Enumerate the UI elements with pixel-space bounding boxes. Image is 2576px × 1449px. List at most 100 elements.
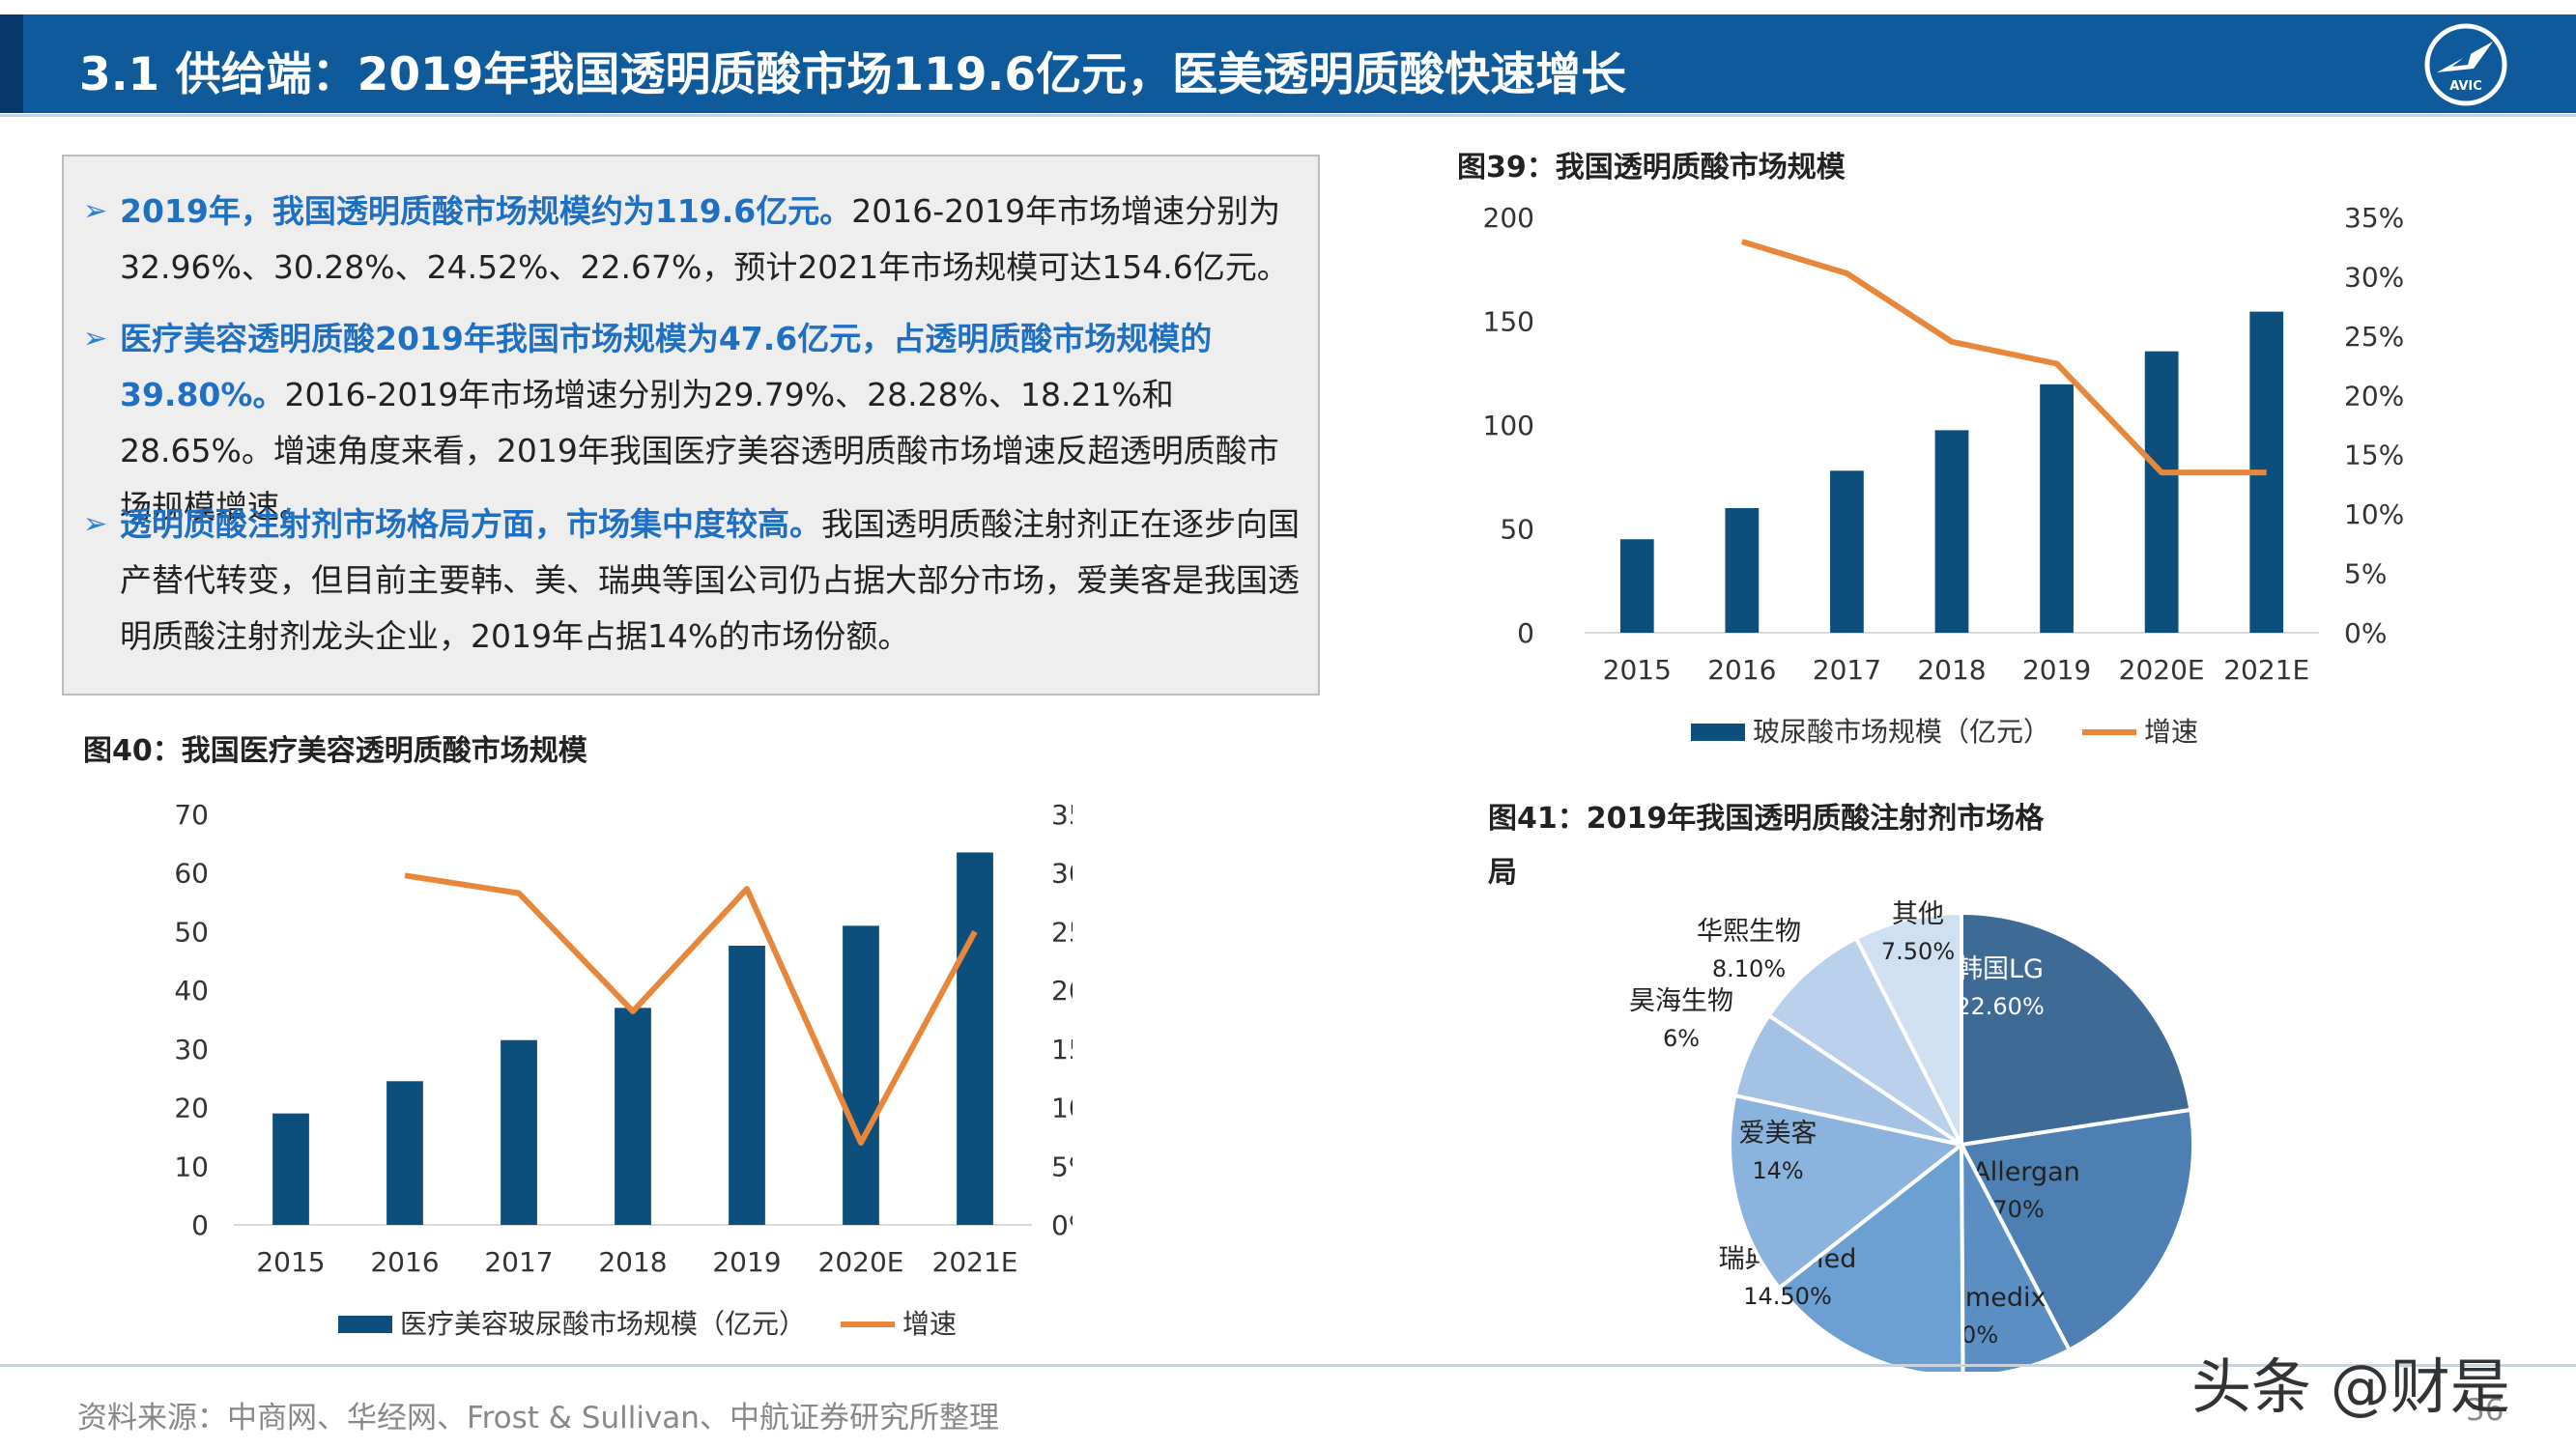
y2-tick-label: 0% [2344, 617, 2387, 649]
x-tick-label: 2017 [1813, 654, 1881, 686]
y-tick-label: 10 [174, 1151, 209, 1182]
logo-text: AVIC [2449, 79, 2482, 94]
x-tick-label: 2019 [712, 1246, 781, 1278]
y-tick-label: 150 [1483, 306, 1534, 338]
fig41-title: 图41：2019年我国透明质酸注射剂市场格局 [1488, 802, 2045, 890]
y2-tick-label: 30% [1051, 858, 1073, 890]
growth-line [1741, 239, 2267, 476]
y2-tick-label: 25% [1051, 916, 1073, 948]
x-tick-label: 2018 [598, 1246, 667, 1278]
summary-box: ➢ 2019年，我国透明质酸市场规模约为119.6亿元。2016-2019年市场… [62, 155, 1320, 696]
fig41-chart: 韩国LG22.60%美国Allergan19.70%韩国Humedix7.60%… [1629, 899, 2196, 1372]
y-tick-label: 70 [174, 799, 209, 831]
bullet-3-highlight: 透明质酸注射剂市场格局方面，市场集中度较高。 [120, 505, 821, 543]
bar [1934, 430, 1969, 633]
x-tick-label: 2016 [1707, 654, 1776, 686]
y2-tick-label: 20% [2344, 380, 2404, 412]
pie-slice-percent: 8.10% [1712, 955, 1786, 982]
bullet-1: ➢ 2019年，我国透明质酸市场规模约为119.6亿元。2016-2019年市场… [83, 184, 1301, 296]
bar [615, 1008, 651, 1225]
y2-tick-label: 5% [2344, 558, 2387, 590]
fig39-title: 图39：我国透明质酸市场规模 [1457, 151, 1846, 185]
page-number: 36 [2466, 1393, 2504, 1428]
pie-slice-label: 韩国LG [1957, 954, 2044, 984]
bullet-3-text: 我国透明质酸注射剂正在逐步向国产替代转变，但目前主要韩、美、瑞典等国公司仍占据大… [120, 505, 1300, 655]
x-tick-label: 2020E [818, 1246, 904, 1278]
legend-swatch-bar [338, 1316, 392, 1333]
y-tick-label: 30 [174, 1034, 209, 1065]
bullet-2-text: 2016-2019年市场增速分别为29.79%、28.28%、18.21%和28… [120, 376, 1279, 526]
legend-label-bar: 医疗美容玻尿酸市场规模（亿元） [400, 1308, 806, 1340]
bullet-2-highlight: 医疗美容透明质酸2019年我国市场规模为47.6亿元，占透明质酸市场规模的39.… [120, 320, 1213, 413]
x-tick-label: 2021E [932, 1246, 1018, 1278]
y2-tick-label: 25% [2344, 321, 2404, 353]
bar [729, 946, 765, 1225]
arrow-icon: ➢ [83, 507, 108, 541]
y-tick-label: 50 [1500, 514, 1534, 546]
source-note: 资料来源：中商网、华经网、Frost & Sullivan、中航证券研究所整理 [77, 1401, 999, 1435]
pie-slice [1960, 910, 2193, 1148]
watermark: 头条 @财是 [2191, 1351, 2510, 1422]
pie-slice-label: 华熙生物 [1697, 917, 1801, 947]
pie-slice-percent: 7.50% [1881, 938, 1955, 965]
bar [386, 1081, 423, 1225]
avic-logo-icon: AVIC [2424, 23, 2507, 106]
fig40-title: 图40：我国医疗美容透明质酸市场规模 [83, 734, 587, 768]
pie-slice-percent: 14% [1752, 1157, 1803, 1184]
x-tick-label: 2017 [484, 1246, 553, 1278]
x-tick-label: 2021E [2223, 654, 2309, 686]
y2-tick-label: 15% [1051, 1034, 1073, 1065]
fig40-chart: 0 10 20 30 40 50 60 70 0% 5% 10% 15% 20% 25% 30% 35% 201… [174, 799, 1073, 1340]
pie-slice-percent: 22.60% [1956, 993, 2045, 1020]
x-tick-label: 2016 [370, 1246, 439, 1278]
arrow-icon: ➢ [83, 194, 108, 228]
growth-line [404, 872, 978, 1146]
bullet-3: ➢ 透明质酸注射剂市场格局方面，市场集中度较高。我国透明质酸注射剂正在逐步向国产… [83, 497, 1301, 665]
x-tick-label: 2020E [2119, 654, 2205, 686]
bar [1725, 508, 1760, 633]
title-accent [0, 14, 23, 113]
x-tick-label: 2015 [1603, 654, 1672, 686]
pie-slice-label: 昊海生物 [1629, 986, 1733, 1016]
pie-slice-percent: 6% [1663, 1025, 1700, 1052]
pie-slice [1958, 1107, 2196, 1353]
x-tick-label: 2015 [256, 1246, 325, 1278]
title-divider [0, 114, 2576, 117]
y-tick-label: 200 [1483, 202, 1534, 234]
bar [272, 1113, 309, 1225]
pie-slice [1960, 1144, 2073, 1372]
pie-slice-label: 爱美客 [1739, 1119, 1818, 1149]
y-tick-label: 0 [1517, 617, 1534, 649]
bullet-2: ➢ 医疗美容透明质酸2019年我国市场规模为47.6亿元，占透明质酸市场规模的3… [83, 311, 1301, 535]
arrow-icon: ➢ [83, 322, 108, 355]
pie-slice-label: 其他 [1892, 899, 1944, 929]
y-tick-label: 40 [174, 975, 209, 1007]
bar [2040, 384, 2074, 633]
legend-label-line: 增速 [902, 1308, 957, 1340]
legend-swatch-bar [1691, 724, 1745, 741]
y2-tick-label: 35% [2344, 202, 2404, 234]
legend-label-bar: 玻尿酸市场规模（亿元） [1753, 716, 2050, 748]
bar [843, 925, 879, 1225]
y2-tick-label: 20% [1051, 975, 1073, 1007]
y2-tick-label: 30% [2344, 261, 2404, 293]
x-tick-label: 2019 [2022, 654, 2091, 686]
bullet-1-highlight: 2019年，我国透明质酸市场规模约为119.6亿元。 [120, 192, 852, 230]
bullet-1-text: 2016-2019年市场增速分别为32.96%、30.28%、24.52%、22… [120, 192, 1289, 286]
y-tick-label: 20 [174, 1093, 209, 1124]
y-tick-label: 100 [1483, 410, 1534, 441]
footer-divider [0, 1364, 2576, 1367]
title-bar [0, 14, 2576, 113]
pie-slice [1853, 910, 1963, 1146]
y2-tick-label: 15% [2344, 440, 2404, 471]
bar [2144, 351, 2179, 633]
bar [957, 852, 993, 1225]
fig39-chart: 0 50 100 150 200 0% 5% 10% 15% 20% 25% 30% 35% 2015 20… [1483, 202, 2405, 748]
y-tick-label: 0 [191, 1209, 209, 1241]
y2-tick-label: 35% [1051, 799, 1073, 831]
page-title: 3.1 供给端：2019年我国透明质酸市场119.6亿元，医美透明质酸快速增长 [79, 48, 1627, 101]
legend-label-line: 增速 [2144, 716, 2198, 748]
pie-slice-percent: 14.50% [1743, 1283, 1832, 1310]
y-tick-label: 60 [174, 858, 209, 890]
y2-tick-label: 10% [2344, 498, 2404, 530]
